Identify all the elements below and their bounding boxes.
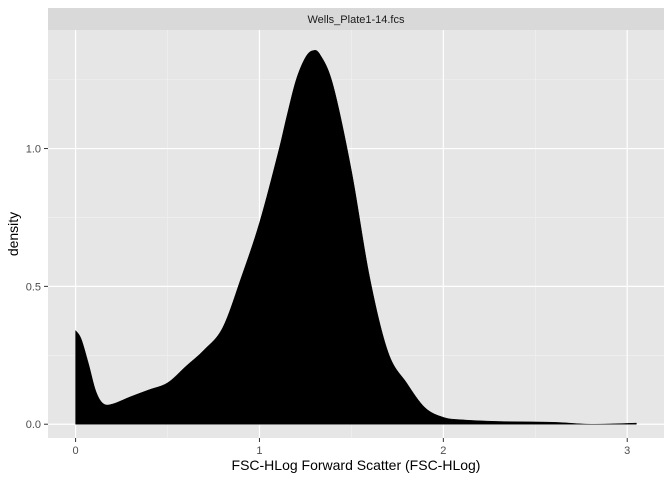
x-tick-label: 1 bbox=[256, 445, 262, 457]
y-tick-label: 0.5 bbox=[26, 281, 41, 293]
y-tick-label: 0.0 bbox=[26, 419, 41, 431]
x-tick-label: 2 bbox=[440, 445, 446, 457]
y-tick-label: 1.0 bbox=[26, 144, 41, 156]
x-tick-label: 0 bbox=[73, 445, 79, 457]
y-axis-title: density bbox=[5, 212, 21, 256]
x-axis-title: FSC-HLog Forward Scatter (FSC-HLog) bbox=[232, 457, 481, 473]
x-tick-label: 3 bbox=[624, 445, 630, 457]
facet-strip-label: Wells_Plate1-14.fcs bbox=[307, 14, 405, 26]
